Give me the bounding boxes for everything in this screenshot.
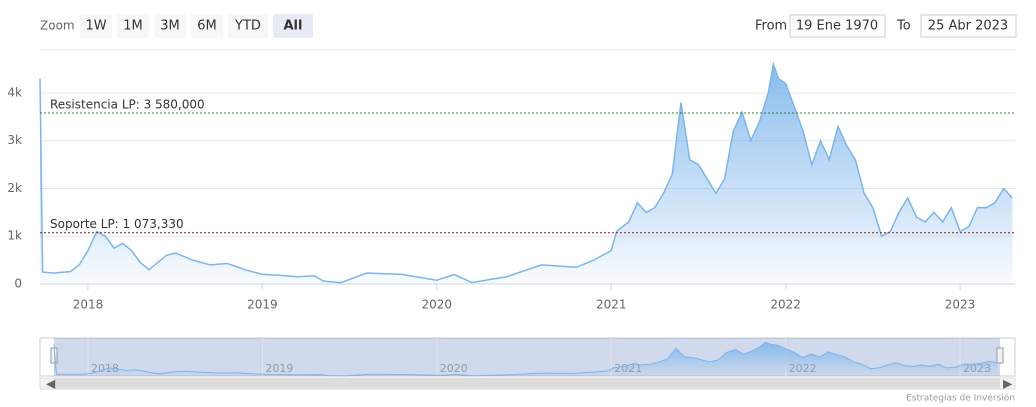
navigator-tick-label: 2019: [265, 362, 293, 375]
from-input[interactable]: [789, 14, 886, 38]
x-tick-label: 2020: [422, 298, 453, 312]
scroll-left[interactable]: ◀: [46, 377, 56, 391]
y-tick-label: 1k: [7, 229, 22, 243]
y-tick-label: 3k: [7, 133, 22, 147]
zoom-button[interactable]: [191, 14, 223, 38]
zoom-button-label[interactable]: 6M: [197, 19, 217, 34]
y-tick-label: 0: [14, 277, 22, 291]
zoom-button[interactable]: [80, 14, 112, 38]
x-tick-label: 2023: [945, 298, 976, 312]
from-label: From: [755, 19, 787, 34]
to-label: To: [896, 19, 911, 34]
zoom-button-label[interactable]: YTD: [234, 19, 261, 34]
y-tick-label: 2k: [7, 181, 22, 195]
navigator-tick-label: 2020: [440, 362, 468, 375]
navigator-handle[interactable]: [996, 347, 1004, 364]
zoom-button-label[interactable]: 3M: [160, 19, 180, 34]
plot-line-label: Resistencia LP: 3 580,000: [50, 98, 205, 112]
to-value[interactable]: 25 Abr 2023: [928, 19, 1008, 34]
to-input[interactable]: [920, 14, 1017, 38]
scrollbar-thumb[interactable]: [54, 378, 1000, 389]
plot-line-label: Soporte LP: 1 073,330: [50, 217, 184, 231]
zoom-button-label[interactable]: 1M: [123, 19, 143, 34]
credits: Estrategias de Inversión: [906, 393, 1015, 404]
zoom-button[interactable]: [228, 14, 268, 38]
x-tick-label: 2018: [73, 298, 104, 312]
navigator-line: [53, 341, 998, 377]
x-tick-label: 2022: [770, 298, 801, 312]
series-line: [39, 61, 1013, 284]
y-tick-label: 4k: [7, 85, 22, 99]
zoom-button[interactable]: [117, 14, 149, 38]
navigator-area: [54, 342, 998, 376]
zoom-button[interactable]: [154, 14, 186, 38]
x-tick-label: 2021: [596, 298, 627, 312]
from-value[interactable]: 19 Ene 1970: [796, 19, 878, 34]
series-area: [40, 64, 1013, 284]
zoom-button-label[interactable]: 1W: [85, 19, 106, 34]
zoom-label: Zoom: [40, 19, 75, 33]
scroll-right[interactable]: ▶: [1003, 377, 1013, 391]
zoom-button[interactable]: [273, 14, 313, 38]
zoom-button-label[interactable]: All: [284, 19, 303, 34]
x-tick-label: 2019: [247, 298, 278, 312]
